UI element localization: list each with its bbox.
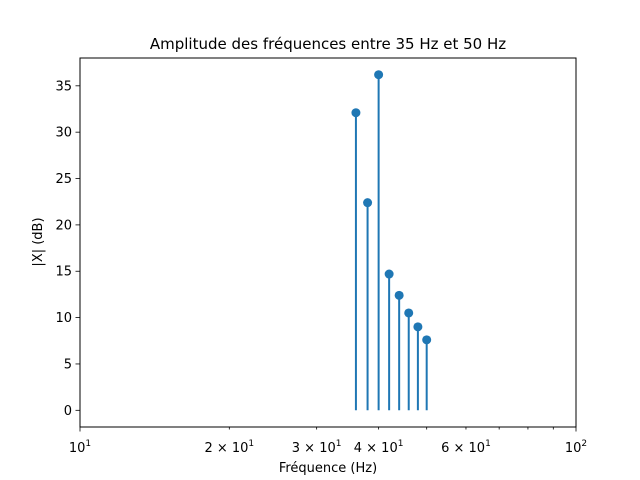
stem-marker [413, 322, 423, 332]
x-tick-label-exp: 1 [336, 439, 342, 449]
y-axis-label: |X| (dB) [31, 217, 46, 266]
stem-marker [363, 198, 373, 208]
x-tick-label: 102 [565, 439, 587, 456]
stem-marker [394, 290, 404, 300]
x-tick-label-exp: 1 [85, 439, 91, 449]
x-tick-label: 2 × 101 [204, 439, 254, 456]
stem-marker [422, 335, 432, 345]
x-tick-label-base: 6 × 10 [441, 441, 485, 456]
y-tick-label: 15 [55, 265, 72, 280]
y-tick-label: 0 [64, 404, 72, 419]
y-tick-label: 25 [55, 172, 72, 187]
x-tick-label-exp: 2 [581, 439, 587, 449]
x-tick-label-base: 10 [69, 441, 86, 456]
plot-frame [79, 57, 577, 428]
stem-series [351, 70, 432, 411]
stem-marker [384, 269, 394, 279]
x-tick-label-exp: 1 [398, 439, 404, 449]
y-tick-label: 30 [55, 126, 72, 141]
x-axis-label: Fréquence (Hz) [279, 461, 377, 476]
x-tick-label: 101 [69, 439, 91, 456]
x-tick-label-base: 4 × 10 [354, 441, 398, 456]
x-tick-label: 6 × 101 [441, 439, 491, 456]
y-axis-ticks: 0 5 10 15 20 25 30 35 [55, 79, 80, 419]
chart-title: Amplitude des fréquences entre 35 Hz et … [150, 35, 506, 53]
x-tick-label: 3 × 101 [292, 439, 342, 456]
x-tick-label-exp: 1 [248, 439, 254, 449]
y-tick-label: 10 [55, 311, 72, 326]
y-tick-label: 35 [55, 79, 72, 94]
stem-marker [404, 308, 414, 318]
x-tick-label-base: 2 × 10 [204, 441, 248, 456]
x-tick-label-base: 3 × 10 [292, 441, 336, 456]
stem-marker [351, 108, 361, 118]
x-tick-label-base: 10 [565, 441, 582, 456]
stem-marker [374, 70, 384, 80]
y-tick-label: 20 [55, 218, 72, 233]
y-tick-label: 5 [64, 357, 72, 372]
x-tick-label-exp: 1 [485, 439, 491, 449]
x-tick-label: 4 × 101 [354, 439, 404, 456]
